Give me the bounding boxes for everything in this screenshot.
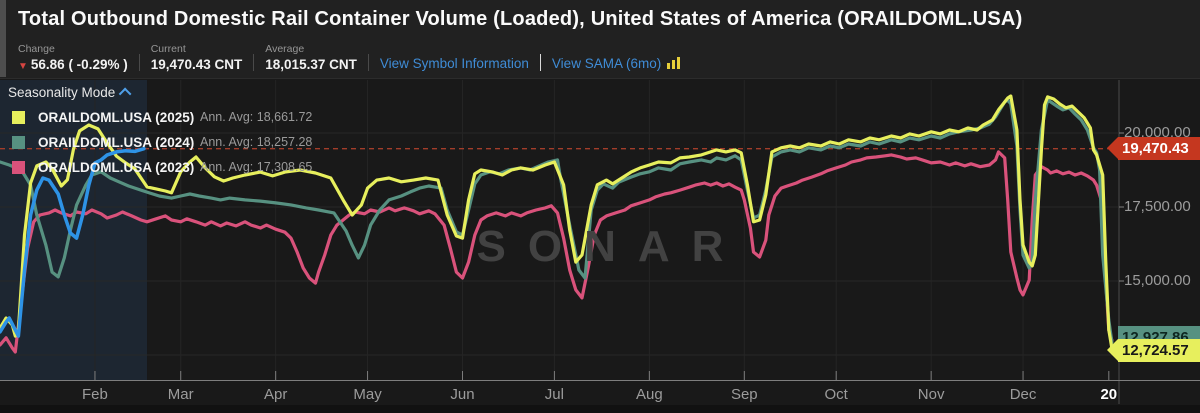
x-axis-label-dec: Dec	[1009, 386, 1037, 403]
seasonality-mode-label: Seasonality Mode	[8, 85, 116, 100]
divider	[138, 54, 140, 71]
series-annual-avg: Ann. Avg: 18,661.72	[200, 110, 313, 124]
view-sama-wrap[interactable]: View SAMA (6mo)	[552, 55, 681, 72]
current-value: 19,470.43 CNT	[150, 57, 243, 72]
series-annual-avg: Ann. Avg: 18,257.28	[200, 135, 313, 149]
series-label: ORAILDOML.USA (2023)	[38, 159, 195, 175]
average-stat: Average 18,015.37 CNT	[265, 43, 357, 72]
axis-value-badge: 12,724.57	[1107, 338, 1200, 362]
divider	[253, 54, 255, 71]
series-swatch-2023	[12, 160, 25, 174]
divider	[539, 54, 541, 71]
x-axis-label-mar: Mar	[167, 386, 194, 403]
x-axis-label-jun: Jun	[450, 386, 475, 403]
legend-panel: Seasonality Mode ORAILDOML.USA (2025) An…	[8, 85, 312, 175]
y-axis-label: 17,500.00	[1124, 198, 1191, 215]
badge-arrow	[1107, 338, 1118, 361]
sonar-watermark: SONAR	[476, 222, 746, 271]
left-edge-bar	[0, 0, 6, 77]
change-label: Change	[18, 43, 55, 55]
x-axis-label-jul: Jul	[544, 386, 564, 403]
bottom-strip	[0, 405, 1200, 413]
x-axis-label-feb: Feb	[82, 386, 108, 403]
average-value: 18,015.37 CNT	[265, 57, 357, 72]
legend-item-2023[interactable]: ORAILDOML.USA (2023) Ann. Avg: 17,308.65	[8, 159, 312, 175]
series-line	[0, 146, 146, 338]
series-annual-avg: Ann. Avg: 17,308.65	[200, 160, 313, 174]
axis-value-badge: 19,470.43	[1107, 137, 1200, 161]
change-value-text: 56.86 ( -0.29% )	[30, 57, 128, 72]
series-label: ORAILDOML.USA (2024)	[38, 134, 195, 150]
x-axis-label-20: 20	[1100, 386, 1118, 403]
current-stat: Current 19,470.43 CNT	[151, 43, 243, 72]
seasonality-mode-toggle[interactable]: Seasonality Mode	[8, 85, 312, 101]
chevron-up-icon	[119, 87, 132, 101]
arrow-down-icon: ▼	[18, 61, 28, 72]
series-line	[0, 94, 1114, 350]
badge-arrow	[1107, 137, 1118, 160]
average-label: Average	[265, 43, 305, 55]
x-axis-label-aug: Aug	[635, 386, 663, 403]
x-axis-label-may: May	[353, 386, 382, 403]
x-axis-label-sep: Sep	[730, 386, 758, 403]
change-stat: Change ▼ 56.86 ( -0.29% )	[18, 43, 128, 72]
y-axis-label: 20,000.00	[1124, 124, 1191, 141]
sama-chart-icon	[667, 57, 681, 69]
x-axis-label-oct: Oct	[824, 386, 848, 403]
page-title: Total Outbound Domestic Rail Container V…	[18, 8, 1023, 30]
series-swatch-2024	[12, 135, 25, 149]
stats-row: Change ▼ 56.86 ( -0.29% ) Current 19,470.…	[18, 40, 681, 72]
legend-item-2025[interactable]: ORAILDOML.USA (2025) Ann. Avg: 18,661.72	[8, 109, 312, 125]
series-swatch-2025	[12, 110, 25, 124]
legend-item-2024[interactable]: ORAILDOML.USA (2024) Ann. Avg: 18,257.28	[8, 134, 312, 150]
chart-header: Total Outbound Domestic Rail Container V…	[0, 0, 1200, 79]
x-axis-label-nov: Nov	[917, 386, 945, 403]
current-label: Current	[150, 43, 186, 55]
view-sama-link[interactable]: View SAMA (6mo)	[551, 56, 662, 71]
series-line	[0, 150, 1114, 354]
y-axis-label: 15,000.00	[1124, 272, 1191, 289]
x-axis-label-apr: Apr	[263, 386, 288, 403]
change-value: ▼ 56.86 ( -0.29% )	[18, 57, 128, 72]
series-label: ORAILDOML.USA (2025)	[38, 109, 195, 125]
divider	[367, 54, 369, 71]
view-symbol-information-link[interactable]: View Symbol Information	[379, 56, 529, 71]
